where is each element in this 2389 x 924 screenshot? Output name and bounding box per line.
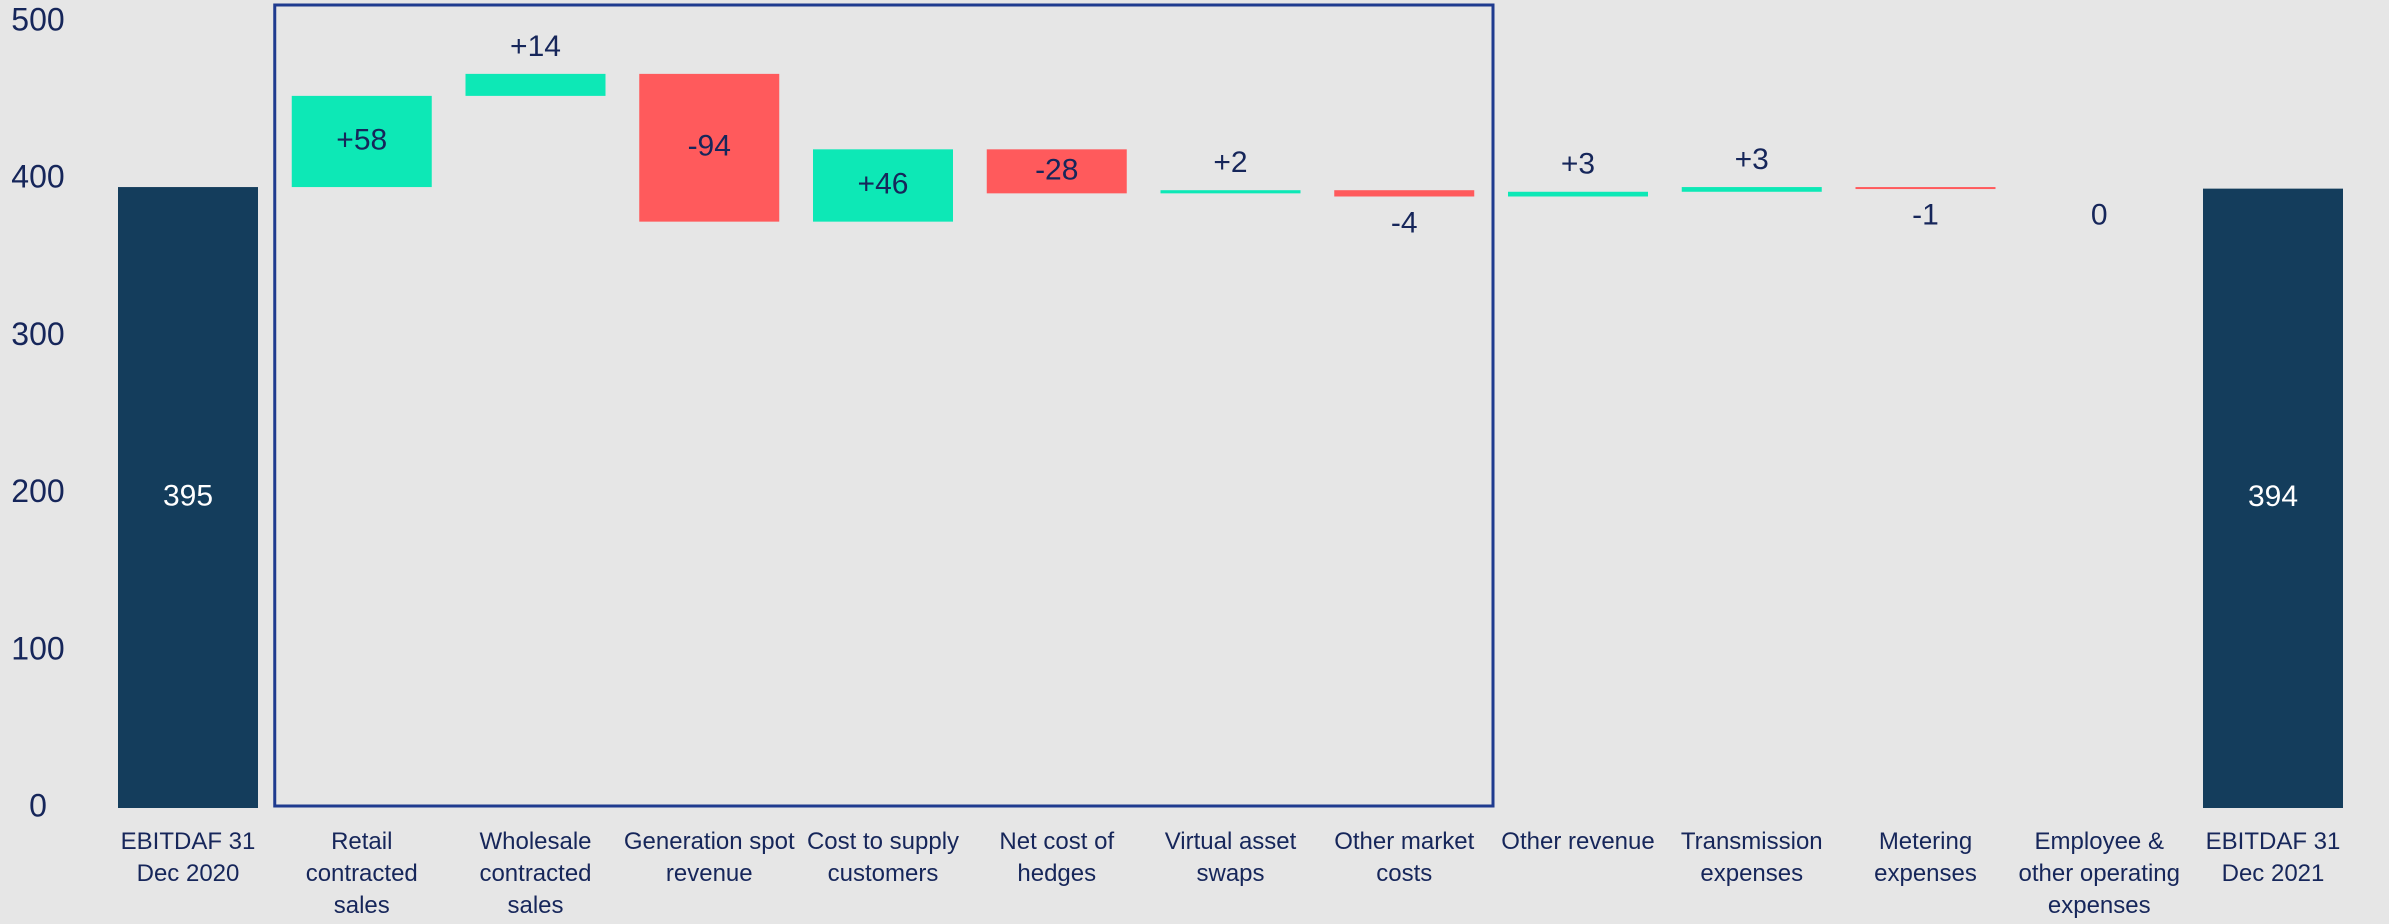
value-label: +58 bbox=[336, 123, 387, 156]
increase-bar bbox=[813, 149, 953, 222]
x-tick-label: Generation spot revenue bbox=[623, 828, 795, 887]
decrease-bar bbox=[1334, 190, 1475, 197]
x-tick-label: Other market costs bbox=[1334, 828, 1475, 887]
value-label: -1 bbox=[1912, 199, 1939, 232]
x-tick-label: Net cost of hedges bbox=[999, 828, 1115, 887]
increase-bar bbox=[1681, 187, 1822, 192]
x-tick-label: Transmission expenses bbox=[1680, 828, 1823, 887]
x-tick-label: Other revenue bbox=[1501, 828, 1655, 855]
value-label: 394 bbox=[2248, 480, 2298, 513]
value-label: +46 bbox=[858, 167, 909, 200]
y-tick-label: 400 bbox=[11, 159, 64, 195]
decrease-bar bbox=[986, 149, 1127, 194]
x-tick-label: Wholesale contracted sales bbox=[479, 828, 592, 919]
y-tick-label: 0 bbox=[29, 787, 47, 823]
value-label: +2 bbox=[1213, 146, 1247, 179]
value-label: -94 bbox=[688, 130, 731, 163]
increase-bar bbox=[1508, 191, 1648, 197]
decrease-bar bbox=[1855, 187, 1996, 190]
value-label: +3 bbox=[1561, 148, 1595, 181]
x-tick-label: Retail contracted sales bbox=[305, 828, 418, 919]
y-tick-label: 300 bbox=[11, 316, 64, 352]
x-tick-label: Metering expenses bbox=[1874, 828, 1977, 887]
increase-bar bbox=[291, 95, 432, 188]
x-tick-label: EBITDAF 31 Dec 2020 bbox=[120, 828, 256, 887]
y-tick-label: 100 bbox=[11, 630, 64, 666]
value-label: 395 bbox=[163, 479, 213, 512]
value-label: 0 bbox=[2091, 199, 2108, 232]
y-tick-label: 500 bbox=[11, 1, 64, 37]
x-tick-label: Virtual asset swaps bbox=[1164, 828, 1297, 887]
total-bar bbox=[2203, 188, 2343, 808]
value-label: -4 bbox=[1391, 206, 1418, 239]
total-bar bbox=[118, 187, 258, 808]
decrease-bar bbox=[639, 73, 780, 222]
value-label: -28 bbox=[1035, 153, 1078, 186]
value-label: +14 bbox=[510, 30, 561, 63]
highlight-box bbox=[273, 3, 1495, 808]
y-tick-label: 200 bbox=[11, 473, 64, 509]
increase-bar bbox=[465, 73, 606, 96]
x-tick-label: Employee & other operating expenses bbox=[2018, 828, 2180, 919]
x-tick-label: EBITDAF 31 Dec 2021 bbox=[2205, 828, 2341, 887]
increase-bar bbox=[1160, 190, 1301, 194]
x-tick-label: Cost to supply customers bbox=[806, 828, 960, 887]
value-label: +3 bbox=[1735, 143, 1769, 176]
